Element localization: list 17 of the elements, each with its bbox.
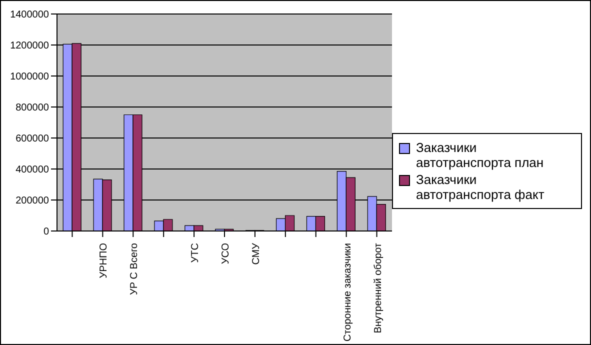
legend-label: Заказчики автотранспорта факт <box>416 172 546 202</box>
x-tick-label: СМУ <box>250 242 262 265</box>
y-tick-label: 0 <box>43 226 50 238</box>
y-tick-label: 1400000 <box>10 10 50 21</box>
y-tick-label: 800000 <box>16 102 50 114</box>
y-tick-label: 1000000 <box>10 72 50 83</box>
x-tick-label: УСО <box>220 242 232 264</box>
y-tick-label: 400000 <box>16 164 50 176</box>
x-tick-label: УТС <box>190 243 202 263</box>
x-tick-label: УР С Всего <box>129 242 140 296</box>
legend-label: Заказчики автотранспорта план <box>416 140 545 170</box>
x-tick-label: Внутренний оборот <box>372 242 384 334</box>
x-tick-label: УРНПО <box>98 242 110 278</box>
y-tick-label: 600000 <box>16 134 50 145</box>
y-tick-label: 200000 <box>16 196 50 207</box>
x-tick-label: Сторонние заказчики <box>342 243 354 342</box>
y-tick-label: 1200000 <box>10 40 50 52</box>
